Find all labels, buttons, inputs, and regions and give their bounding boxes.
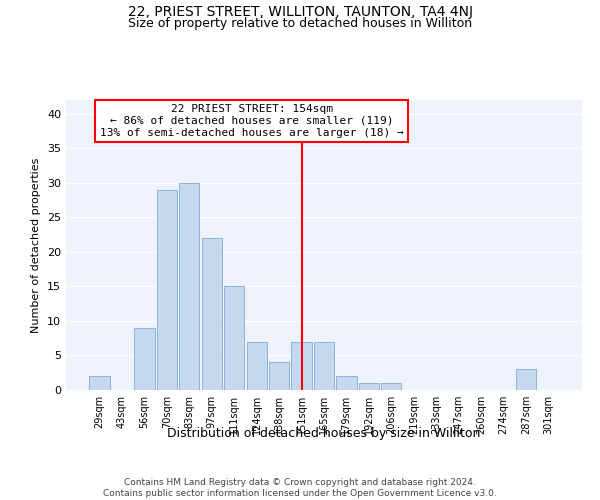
Bar: [247, 342, 267, 390]
Bar: [337, 376, 356, 390]
Bar: [516, 370, 536, 390]
Text: Contains HM Land Registry data © Crown copyright and database right 2024.
Contai: Contains HM Land Registry data © Crown c…: [103, 478, 497, 498]
Text: Distribution of detached houses by size in Williton: Distribution of detached houses by size …: [167, 428, 481, 440]
Bar: [224, 286, 244, 390]
Bar: [157, 190, 177, 390]
Bar: [202, 238, 222, 390]
Y-axis label: Number of detached properties: Number of detached properties: [31, 158, 41, 332]
Text: 22, PRIEST STREET, WILLITON, TAUNTON, TA4 4NJ: 22, PRIEST STREET, WILLITON, TAUNTON, TA…: [128, 5, 473, 19]
Bar: [269, 362, 289, 390]
Bar: [134, 328, 155, 390]
Bar: [314, 342, 334, 390]
Bar: [359, 383, 379, 390]
Text: Size of property relative to detached houses in Williton: Size of property relative to detached ho…: [128, 18, 472, 30]
Text: 22 PRIEST STREET: 154sqm
← 86% of detached houses are smaller (119)
13% of semi-: 22 PRIEST STREET: 154sqm ← 86% of detach…: [100, 104, 404, 138]
Bar: [89, 376, 110, 390]
Bar: [381, 383, 401, 390]
Bar: [292, 342, 311, 390]
Bar: [179, 183, 199, 390]
